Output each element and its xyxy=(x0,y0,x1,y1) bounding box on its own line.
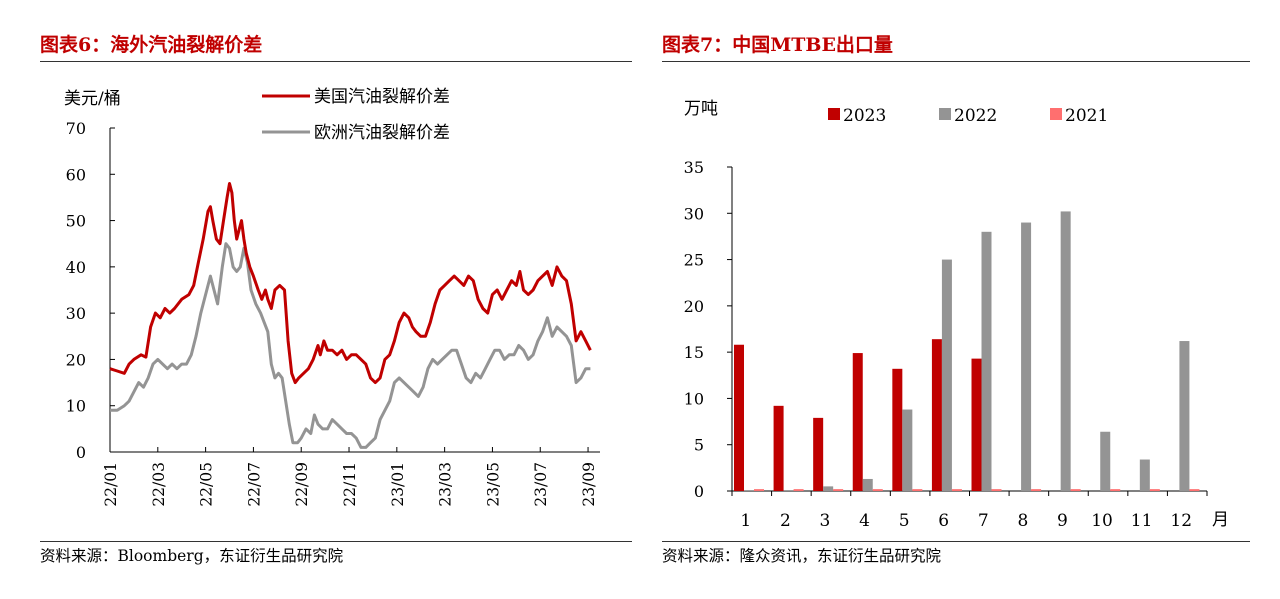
bar-2021-6 xyxy=(951,489,962,491)
bar-2023-1 xyxy=(734,344,744,491)
bar-2023-3 xyxy=(813,417,824,491)
bar-2023-4 xyxy=(852,353,863,491)
line-y-axis-label: 美元/桶 xyxy=(64,89,121,109)
right-title-rule xyxy=(662,61,1250,62)
bar-2021-10 xyxy=(1110,489,1121,491)
line-x-tick-label: 22/01 xyxy=(102,462,120,507)
bar-2022-4 xyxy=(862,478,873,491)
line-legend-label: 欧洲汽油裂解价差 xyxy=(314,123,450,143)
bar-2022-7 xyxy=(981,231,992,492)
bar-2022-6 xyxy=(941,259,952,491)
bar-2021-3 xyxy=(833,489,844,491)
line-x-tick-label: 23/01 xyxy=(389,462,407,507)
bar-x-tick-label: 10 xyxy=(1091,511,1113,531)
bar-x-tick-label: 4 xyxy=(859,511,870,531)
bar-2022-11 xyxy=(1139,459,1150,491)
left-figure-panel: 图表6：海外汽油裂解价差 美元/桶 0 10 20 30 40 50 60 70 22/01 22/… xyxy=(40,0,632,599)
bar-legend-swatch xyxy=(939,108,951,120)
bar-legend-label: 2023 xyxy=(843,106,886,126)
bar-x-tick-label: 12 xyxy=(1170,511,1192,531)
bar-y-axis-label: 万吨 xyxy=(684,99,718,119)
line-y-tick-label: 40 xyxy=(66,258,86,277)
bar-legend-label: 2021 xyxy=(1065,106,1108,126)
bar-x-tick-label: 9 xyxy=(1057,511,1068,531)
bar-x-tick-label: 6 xyxy=(938,511,949,531)
bar-2022-1 xyxy=(744,490,754,491)
left-source-note: 资料来源：Bloomberg，东证衍生品研究院 xyxy=(40,547,344,565)
bar-2022-5 xyxy=(902,409,913,491)
line-y-tick-label: 60 xyxy=(66,165,86,184)
bar-y-tick-label: 25 xyxy=(684,251,704,270)
bar-y-tick-label: 10 xyxy=(684,389,704,408)
bar-legend-label: 2022 xyxy=(954,106,997,126)
bar-2023-5 xyxy=(892,368,903,491)
line-x-tick-label: 22/05 xyxy=(198,462,216,507)
bar-2022-12 xyxy=(1179,341,1190,491)
bar-2023-2 xyxy=(773,405,784,491)
left-title-rule xyxy=(40,61,632,62)
line-x-tick-label: 23/09 xyxy=(580,462,598,507)
bar-x-tick-label: 7 xyxy=(978,511,989,531)
bar-y-tick-label: 5 xyxy=(694,436,704,455)
line-y-tick-label: 50 xyxy=(66,212,86,231)
bar-2021-4 xyxy=(872,489,883,491)
bar-2021-2 xyxy=(793,489,804,491)
bar-y-tick-label: 15 xyxy=(684,343,704,362)
bar-y-tick-label: 0 xyxy=(694,482,704,501)
bar-2022-2 xyxy=(783,490,794,491)
right-figure-panel: 图表7：中国MTBE出口量 万吨月 2023 2022 2021 0 5 10 15 20 25 3… xyxy=(662,0,1250,599)
bar-2022-9 xyxy=(1060,211,1071,492)
bar-2023-7 xyxy=(971,358,982,491)
line-x-tick-label: 23/03 xyxy=(437,462,455,507)
line-y-tick-label: 70 xyxy=(66,119,86,138)
bar-2023-6 xyxy=(931,339,942,491)
bar-x-tick-label: 2 xyxy=(780,511,791,531)
line-x-tick-label: 23/05 xyxy=(484,462,502,507)
bar-y-tick-label: 35 xyxy=(684,158,704,177)
bar-2022-8 xyxy=(1021,222,1032,492)
bar-legend-swatch xyxy=(828,108,840,120)
bar-2022-10 xyxy=(1100,431,1111,491)
left-figure-title: 图表6：海外汽油裂解价差 xyxy=(40,34,263,56)
line-x-tick-label: 22/11 xyxy=(341,462,359,507)
bar-2022-3 xyxy=(823,486,834,491)
line-series-us xyxy=(109,182,592,385)
line-x-tick-label: 22/09 xyxy=(293,462,311,507)
bar-2021-7 xyxy=(991,489,1002,491)
bar-2021-11 xyxy=(1149,489,1160,491)
bar-legend-swatch xyxy=(1050,108,1062,120)
bar-2021-12 xyxy=(1189,489,1200,491)
bar-x-tick-label: 1 xyxy=(740,511,751,531)
bar-y-tick-label: 20 xyxy=(684,297,704,316)
bar-2021-8 xyxy=(1031,489,1042,491)
bar-x-tick-label: 11 xyxy=(1131,511,1153,531)
bar-y-tick-label: 30 xyxy=(684,204,704,223)
right-figure-title: 图表7：中国MTBE出口量 xyxy=(662,34,893,56)
gasoline-crack-spread-line-chart: 美元/桶 0 10 20 30 40 50 60 70 22/01 22/03 22/05 22/07 2… xyxy=(64,87,600,507)
line-x-tick-label: 22/07 xyxy=(245,462,263,507)
bar-x-tick-label: 3 xyxy=(820,511,831,531)
line-legend-label: 美国汽油裂解价差 xyxy=(314,87,450,107)
line-x-tick-label: 22/03 xyxy=(150,462,168,507)
bar-2021-5 xyxy=(912,489,923,491)
line-series-europe xyxy=(110,242,591,449)
line-y-tick-label: 30 xyxy=(66,304,86,323)
bar-2021-9 xyxy=(1070,489,1081,491)
line-y-tick-label: 20 xyxy=(66,350,86,369)
line-y-tick-label: 10 xyxy=(66,397,86,416)
line-y-tick-label: 0 xyxy=(76,443,86,462)
bar-x-tick-label: 8 xyxy=(1017,511,1028,531)
left-bottom-rule xyxy=(40,541,632,542)
bar-x-axis-label: 月 xyxy=(1212,510,1229,530)
bar-2021-1 xyxy=(754,489,764,491)
right-source-note: 资料来源：隆众资讯，东证衍生品研究院 xyxy=(662,547,942,565)
right-bottom-rule xyxy=(662,541,1250,542)
bar-x-tick-label: 5 xyxy=(899,511,910,531)
line-x-tick-label: 23/07 xyxy=(532,462,550,507)
